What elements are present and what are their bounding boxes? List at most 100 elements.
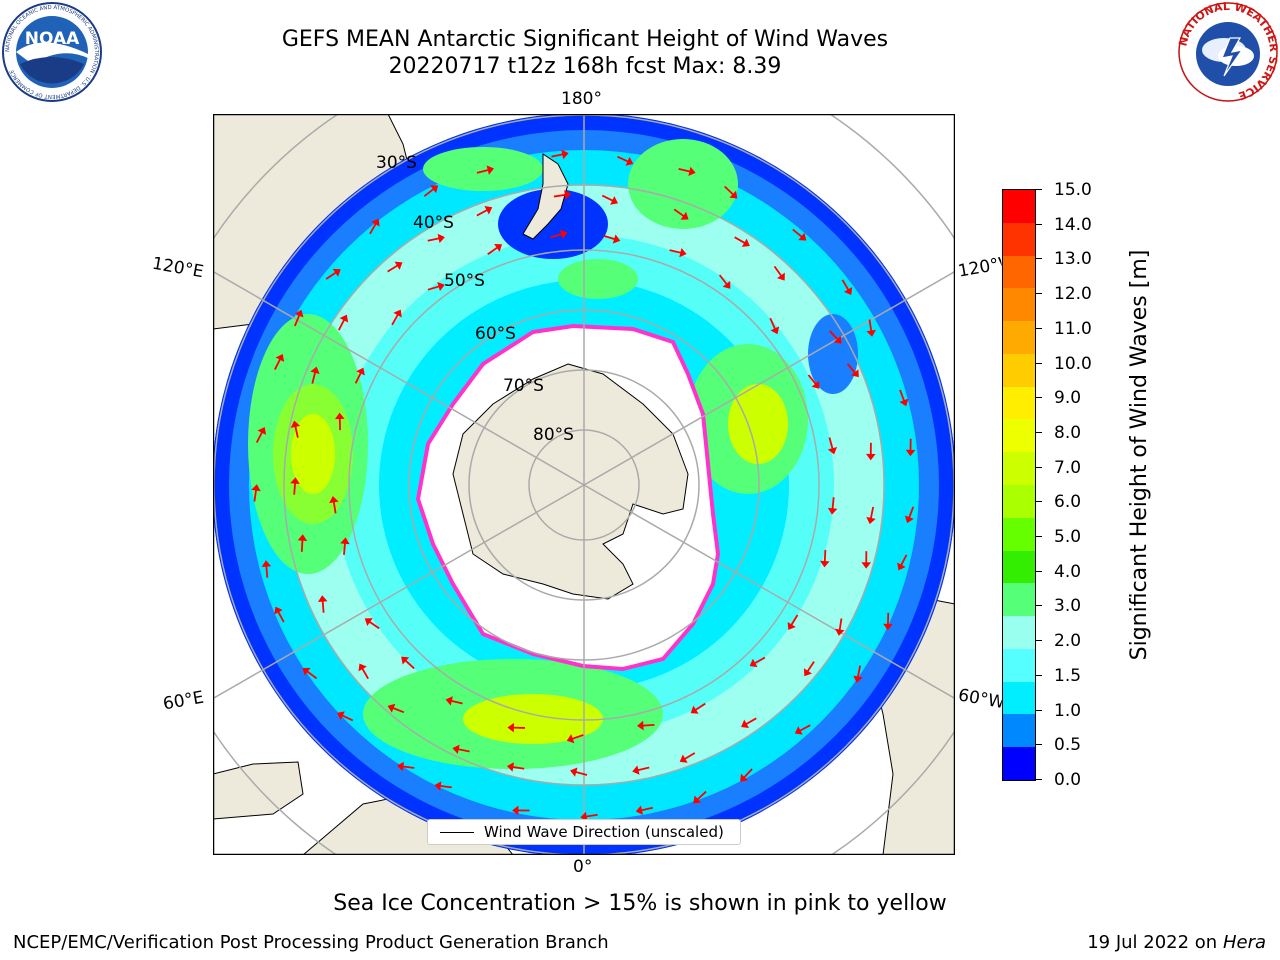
colorbar-tick-mark <box>1036 466 1042 468</box>
wave-direction-arrowhead <box>290 477 300 485</box>
wave-direction-arrow <box>476 168 489 174</box>
wave-direction-arrowhead <box>866 329 876 337</box>
wave-direction-arrowhead <box>866 516 876 525</box>
wave-direction-arrowhead <box>561 149 569 160</box>
wave-direction-arrowhead <box>680 211 689 220</box>
wave-direction-arrow <box>640 806 654 812</box>
wave-direction-arrowhead <box>437 233 445 244</box>
wave-direction-arrowhead <box>741 238 750 247</box>
wave-direction-arrow <box>450 699 463 705</box>
wave-direction-arrowhead <box>883 623 893 631</box>
colorbar-tick-label: 0.0 <box>1054 770 1082 790</box>
wave-direction-arrow <box>274 358 282 370</box>
wave-direction-arrow <box>457 748 470 753</box>
colorbar-tick-mark <box>1036 570 1042 572</box>
colorbar-tick-mark <box>1036 640 1042 642</box>
colorbar-tick-mark <box>1036 674 1042 676</box>
legend-label: Wind Wave Direction (unscaled) <box>484 823 724 841</box>
wave-direction-arrow <box>603 234 616 241</box>
wave-direction-arrow <box>637 766 650 772</box>
wave-direction-arrow <box>683 752 696 760</box>
wave-direction-arrow <box>255 431 264 443</box>
wave-direction-arrow <box>899 389 906 402</box>
wave-direction-arrowhead <box>679 754 688 763</box>
colorbar-block <box>1003 550 1035 584</box>
wave-direction-arrow <box>724 185 735 196</box>
wave-direction-arrowhead <box>729 190 738 199</box>
wave-direction-arrowhead <box>506 762 515 772</box>
colorbar-tick-mark <box>1036 327 1042 329</box>
wave-direction-arrowhead <box>275 353 285 362</box>
wave-direction-arrowhead <box>507 722 515 733</box>
wave-direction-arrow <box>368 620 380 630</box>
colorbar-tick-mark <box>1036 709 1042 711</box>
colorbar-tick-mark <box>1036 397 1042 399</box>
wave-direction-arrowhead <box>564 190 572 200</box>
wave-direction-arrow <box>841 279 850 291</box>
wave-direction-arrowhead <box>294 309 304 318</box>
wave-direction-arrowhead <box>560 229 568 239</box>
wave-direction-arrow <box>512 765 525 770</box>
colorbar-tick-label: 7.0 <box>1054 457 1082 478</box>
colorbar-block <box>1003 681 1035 715</box>
date-stamp: 19 Jul 2022 on Hera <box>1087 932 1266 953</box>
wave-direction-arrow <box>553 193 566 198</box>
wave-direction-arrowhead <box>340 537 350 545</box>
wave-direction-arrow <box>673 208 685 218</box>
credit-text: NCEP/EMC/Verification Post Processing Pr… <box>13 932 609 953</box>
wave-direction-arrowhead <box>636 720 644 731</box>
wave-direction-arrow <box>869 506 875 519</box>
wave-direction-arrowhead <box>811 380 820 389</box>
colorbar-tick-label: 8.0 <box>1054 422 1082 443</box>
wave-direction-arrow <box>439 785 452 789</box>
wave-direction-arrow <box>799 724 811 732</box>
colorbar-block <box>1003 321 1035 355</box>
colorbar-block <box>1003 747 1035 781</box>
wave-direction-arrow <box>734 236 746 244</box>
wave-direction-arrowhead <box>387 703 396 713</box>
wave-direction-arrow <box>294 425 299 438</box>
wave-direction-arrow <box>856 665 862 678</box>
colorbar-block <box>1003 452 1035 486</box>
wave-direction-arrow <box>354 372 362 384</box>
lat-label-60s: 60°S <box>475 324 516 344</box>
wave-direction-arrowhead <box>819 560 830 568</box>
wave-direction-arrow <box>694 702 706 711</box>
colorbar-tick-label: 2.0 <box>1054 631 1082 652</box>
wave-direction-arrowhead <box>904 515 914 524</box>
wave-direction-arrow <box>745 717 757 726</box>
lon-label-180: 180° <box>561 89 602 109</box>
date-text: 19 Jul 2022 on <box>1087 932 1218 953</box>
wave-direction-arrowhead <box>486 165 494 175</box>
wave-direction-arrow <box>487 246 499 256</box>
colorbar-block <box>1003 616 1035 650</box>
lat-label-40s: 40°S <box>413 213 454 233</box>
colorbar-tick-label: 1.5 <box>1054 665 1082 686</box>
colorbar-tick-mark <box>1036 501 1042 503</box>
wave-direction-arrow <box>369 222 377 235</box>
wave-direction-arrow <box>404 659 415 670</box>
lon-label-60w: 60°W <box>956 685 1004 713</box>
wave-direction-arrowhead <box>897 562 906 571</box>
wave-direction-arrowhead <box>371 218 380 227</box>
wave-direction-arrowhead <box>580 811 588 822</box>
colorbar-tick-mark <box>1036 258 1042 260</box>
wave-direction-arrow <box>585 813 598 818</box>
wave-direction-arrow <box>792 228 803 238</box>
wave-direction-arrow <box>551 153 564 158</box>
wave-direction-arrowhead <box>393 309 402 318</box>
new-zealand-land <box>522 153 569 240</box>
lat-label-50s: 50°S <box>444 271 485 291</box>
wave-direction-arrowhead <box>396 761 405 772</box>
wave-direction-arrow <box>753 656 766 665</box>
wave-direction-arrow <box>669 249 682 254</box>
colorbar: 15.0 14.0 13.0 12.0 11.0 10.0 9.0 8.0 7.0 6.0 5.0 4… <box>1002 180 1122 790</box>
colorbar-tick-label: 11.0 <box>1054 318 1092 339</box>
colorbar-tick-label: 0.5 <box>1054 735 1082 756</box>
colorbar-tick-mark <box>1036 293 1042 295</box>
wave-direction-arrowhead <box>329 496 339 504</box>
colorbar-block <box>1003 386 1035 420</box>
wave-direction-arrow <box>265 565 269 578</box>
wave-direction-arrowhead <box>401 656 410 665</box>
wave-direction-arrowhead <box>632 765 640 775</box>
